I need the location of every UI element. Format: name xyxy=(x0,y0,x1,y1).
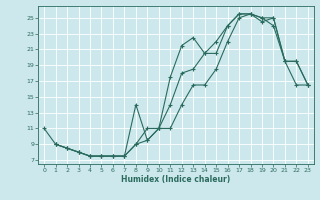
X-axis label: Humidex (Indice chaleur): Humidex (Indice chaleur) xyxy=(121,175,231,184)
